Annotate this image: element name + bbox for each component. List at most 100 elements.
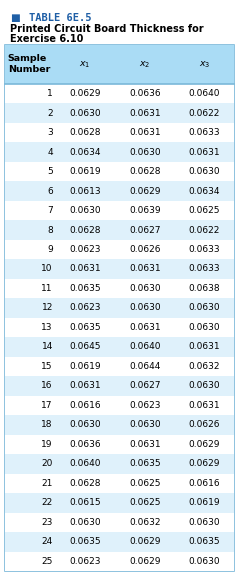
Text: 0.0629: 0.0629	[129, 537, 160, 546]
Text: 0.0630: 0.0630	[69, 420, 101, 429]
Text: 0.0629: 0.0629	[129, 557, 160, 566]
Text: 0.0631: 0.0631	[129, 265, 161, 273]
Text: 3: 3	[47, 128, 53, 137]
Text: 0.0630: 0.0630	[69, 108, 101, 118]
Text: 0.0640: 0.0640	[189, 89, 220, 98]
Text: 0.0631: 0.0631	[129, 440, 161, 449]
Text: 23: 23	[42, 518, 53, 527]
Text: 16: 16	[41, 382, 53, 390]
Text: 0.0630: 0.0630	[69, 518, 101, 527]
Text: 0.0634: 0.0634	[189, 187, 220, 196]
Text: 0.0645: 0.0645	[69, 343, 101, 351]
Text: 8: 8	[47, 226, 53, 235]
Text: 0.0635: 0.0635	[189, 537, 220, 546]
Text: ■: ■	[10, 13, 19, 22]
Text: 0.0631: 0.0631	[69, 265, 101, 273]
Text: 0.0628: 0.0628	[129, 167, 160, 176]
Text: 0.0635: 0.0635	[69, 537, 101, 546]
Text: 5: 5	[47, 167, 53, 176]
Text: 0.0615: 0.0615	[69, 498, 101, 507]
Text: 0.0625: 0.0625	[129, 498, 160, 507]
Text: 0.0638: 0.0638	[189, 284, 220, 293]
Text: 13: 13	[41, 323, 53, 332]
Text: 0.0633: 0.0633	[189, 265, 220, 273]
Text: 4: 4	[47, 148, 53, 157]
Text: 0.0625: 0.0625	[129, 479, 160, 488]
Text: 0.0630: 0.0630	[189, 518, 220, 527]
Text: 0.0636: 0.0636	[129, 89, 161, 98]
Text: 6: 6	[47, 187, 53, 196]
Text: 0.0629: 0.0629	[69, 89, 101, 98]
Text: 0.0630: 0.0630	[189, 323, 220, 332]
Text: 0.0630: 0.0630	[189, 382, 220, 390]
Text: 0.0631: 0.0631	[189, 343, 220, 351]
Text: 0.0623: 0.0623	[69, 557, 101, 566]
Text: 0.0631: 0.0631	[189, 148, 220, 157]
Text: 0.0636: 0.0636	[69, 440, 101, 449]
Text: 0.0619: 0.0619	[189, 498, 220, 507]
Text: 0.0628: 0.0628	[69, 226, 101, 235]
Text: 10: 10	[41, 265, 53, 273]
Text: 9: 9	[47, 245, 53, 254]
Text: 18: 18	[41, 420, 53, 429]
Text: 0.0634: 0.0634	[69, 148, 101, 157]
Text: 0.0631: 0.0631	[189, 401, 220, 410]
Text: TABLE 6E.5: TABLE 6E.5	[29, 13, 91, 22]
Text: 0.0632: 0.0632	[189, 362, 220, 371]
Text: 0.0630: 0.0630	[189, 557, 220, 566]
Text: 0.0635: 0.0635	[129, 459, 161, 468]
Text: 24: 24	[42, 537, 53, 546]
Text: 0.0632: 0.0632	[129, 518, 160, 527]
Text: 11: 11	[41, 284, 53, 293]
Text: 0.0622: 0.0622	[189, 226, 220, 235]
Text: 0.0633: 0.0633	[189, 245, 220, 254]
Text: 0.0630: 0.0630	[189, 167, 220, 176]
Text: 0.0635: 0.0635	[69, 284, 101, 293]
Text: 0.0635: 0.0635	[69, 323, 101, 332]
Text: 0.0623: 0.0623	[69, 245, 101, 254]
Text: 0.0628: 0.0628	[69, 479, 101, 488]
Text: 0.0631: 0.0631	[129, 323, 161, 332]
Text: 2: 2	[47, 108, 53, 118]
Text: 0.0631: 0.0631	[129, 128, 161, 137]
Text: 0.0623: 0.0623	[69, 304, 101, 312]
Text: 0.0631: 0.0631	[129, 108, 161, 118]
Text: 12: 12	[42, 304, 53, 312]
Text: 17: 17	[41, 401, 53, 410]
Text: 0.0629: 0.0629	[189, 459, 220, 468]
Text: 0.0628: 0.0628	[69, 128, 101, 137]
Text: 0.0630: 0.0630	[129, 284, 161, 293]
Text: 0.0619: 0.0619	[69, 167, 101, 176]
Text: Printed Circuit Board Thickness for: Printed Circuit Board Thickness for	[10, 24, 203, 34]
Text: 0.0629: 0.0629	[129, 187, 160, 196]
Text: 0.0626: 0.0626	[129, 245, 160, 254]
Text: 14: 14	[42, 343, 53, 351]
Text: 21: 21	[42, 479, 53, 488]
Text: 7: 7	[47, 206, 53, 215]
Text: 0.0623: 0.0623	[129, 401, 160, 410]
Text: 0.0629: 0.0629	[189, 440, 220, 449]
Text: 0.0630: 0.0630	[129, 304, 161, 312]
Text: 0.0622: 0.0622	[189, 108, 220, 118]
Text: 0.0613: 0.0613	[69, 187, 101, 196]
Text: 20: 20	[42, 459, 53, 468]
Text: 19: 19	[41, 440, 53, 449]
Text: 0.0619: 0.0619	[69, 362, 101, 371]
Text: 15: 15	[41, 362, 53, 371]
Text: 0.0633: 0.0633	[189, 128, 220, 137]
Text: Exercise 6.10: Exercise 6.10	[10, 34, 83, 44]
Text: 0.0626: 0.0626	[189, 420, 220, 429]
Text: 0.0631: 0.0631	[69, 382, 101, 390]
Text: 0.0640: 0.0640	[129, 343, 160, 351]
Text: 0.0644: 0.0644	[129, 362, 160, 371]
Text: $x_1$: $x_1$	[79, 59, 91, 69]
Text: 22: 22	[42, 498, 53, 507]
Text: 0.0639: 0.0639	[129, 206, 161, 215]
Text: 0.0625: 0.0625	[189, 206, 220, 215]
Text: 0.0616: 0.0616	[69, 401, 101, 410]
Text: 0.0640: 0.0640	[69, 459, 101, 468]
Text: 0.0630: 0.0630	[129, 148, 161, 157]
Text: 1: 1	[47, 89, 53, 98]
Text: 0.0627: 0.0627	[129, 382, 160, 390]
Text: Sample
Number: Sample Number	[8, 54, 50, 75]
